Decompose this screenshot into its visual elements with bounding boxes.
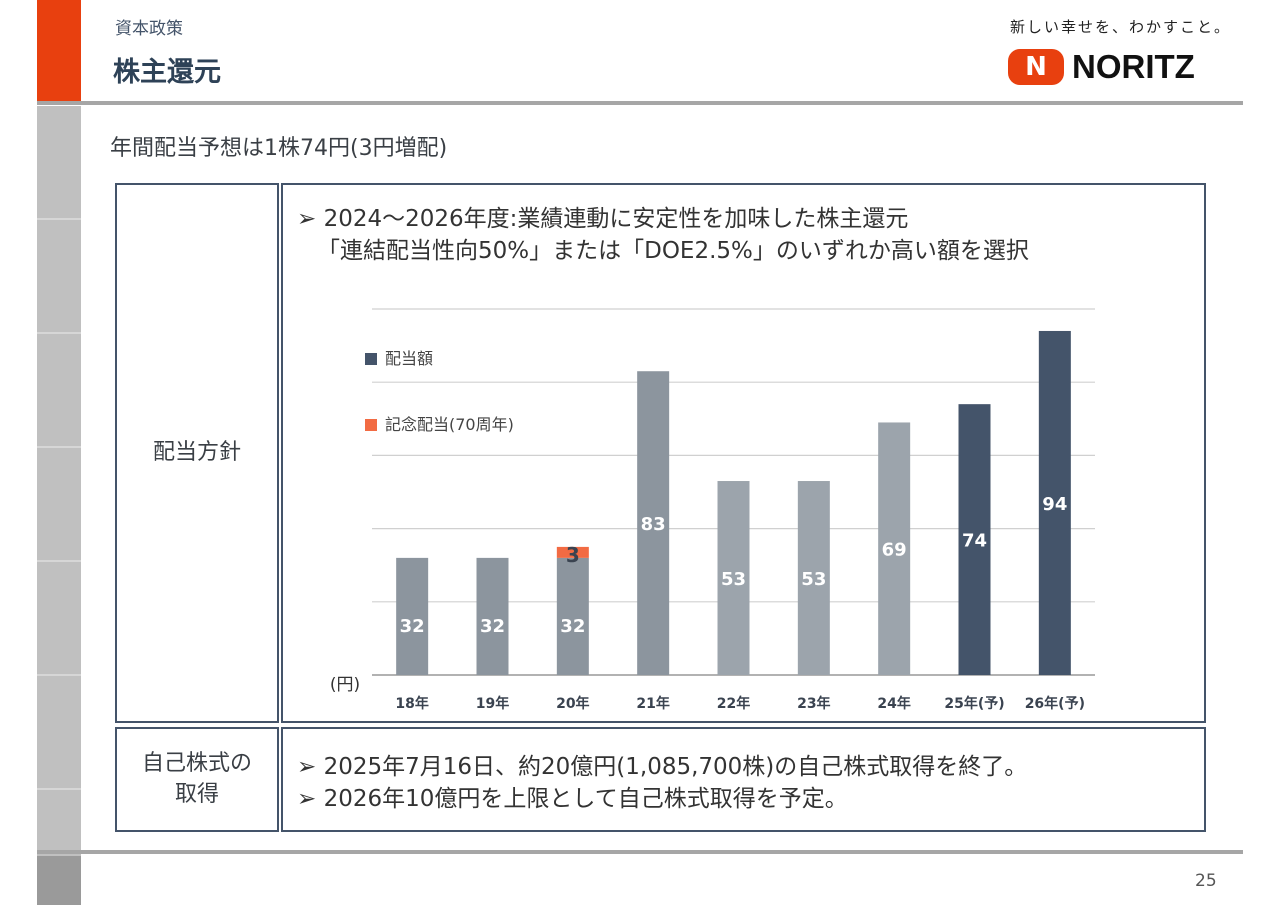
policy-label-cell: 配当方針 bbox=[115, 183, 279, 723]
header-divider bbox=[37, 101, 1243, 105]
buyback-label: 自己株式の bbox=[141, 750, 252, 776]
policy-content-cell: ➢ 2024～2026年度:業績連動に安定性を加味した株主還元 「連結配当性向5… bbox=[281, 183, 1206, 723]
page-number: 25 bbox=[1195, 871, 1217, 891]
side-bar bbox=[37, 106, 81, 905]
subtitle: 年間配当予想は1株74円(3円増配) bbox=[110, 136, 448, 161]
logo-mark-icon: N bbox=[1008, 49, 1064, 85]
accent-bar bbox=[37, 0, 81, 101]
policy-bullet: ➢ 2024～2026年度:業績連動に安定性を加味した株主還元 bbox=[297, 206, 909, 232]
policy-label: 配当方針 bbox=[152, 439, 241, 465]
buyback-label: 取得 bbox=[174, 781, 219, 807]
footer-divider bbox=[37, 850, 1243, 854]
policy-bullet: 「連結配当性向50%」または「DOE2.5%」のいずれか高い額を選択 bbox=[317, 238, 1029, 264]
buyback-label-cell: 自己株式の 取得 bbox=[115, 727, 279, 832]
buyback-content-cell: ➢ 2025年7月16日、約20億円(1,085,700株)の自己株式取得を終了… bbox=[281, 727, 1206, 832]
logo-text: NORITZ bbox=[1072, 48, 1195, 85]
noritz-logo: N NORITZ bbox=[1008, 48, 1195, 86]
buyback-bullet: ➢ 2025年7月16日、約20億円(1,085,700株)の自己株式取得を終了… bbox=[297, 754, 1028, 780]
tagline: 新しい幸せを、わかすこと。 bbox=[1010, 18, 1232, 36]
buyback-bullet: ➢ 2026年10億円を上限として自己株式取得を予定。 bbox=[297, 786, 848, 812]
page-title: 株主還元 bbox=[113, 57, 221, 88]
side-bar-bottom bbox=[37, 856, 81, 905]
section-label: 資本政策 bbox=[115, 19, 183, 39]
